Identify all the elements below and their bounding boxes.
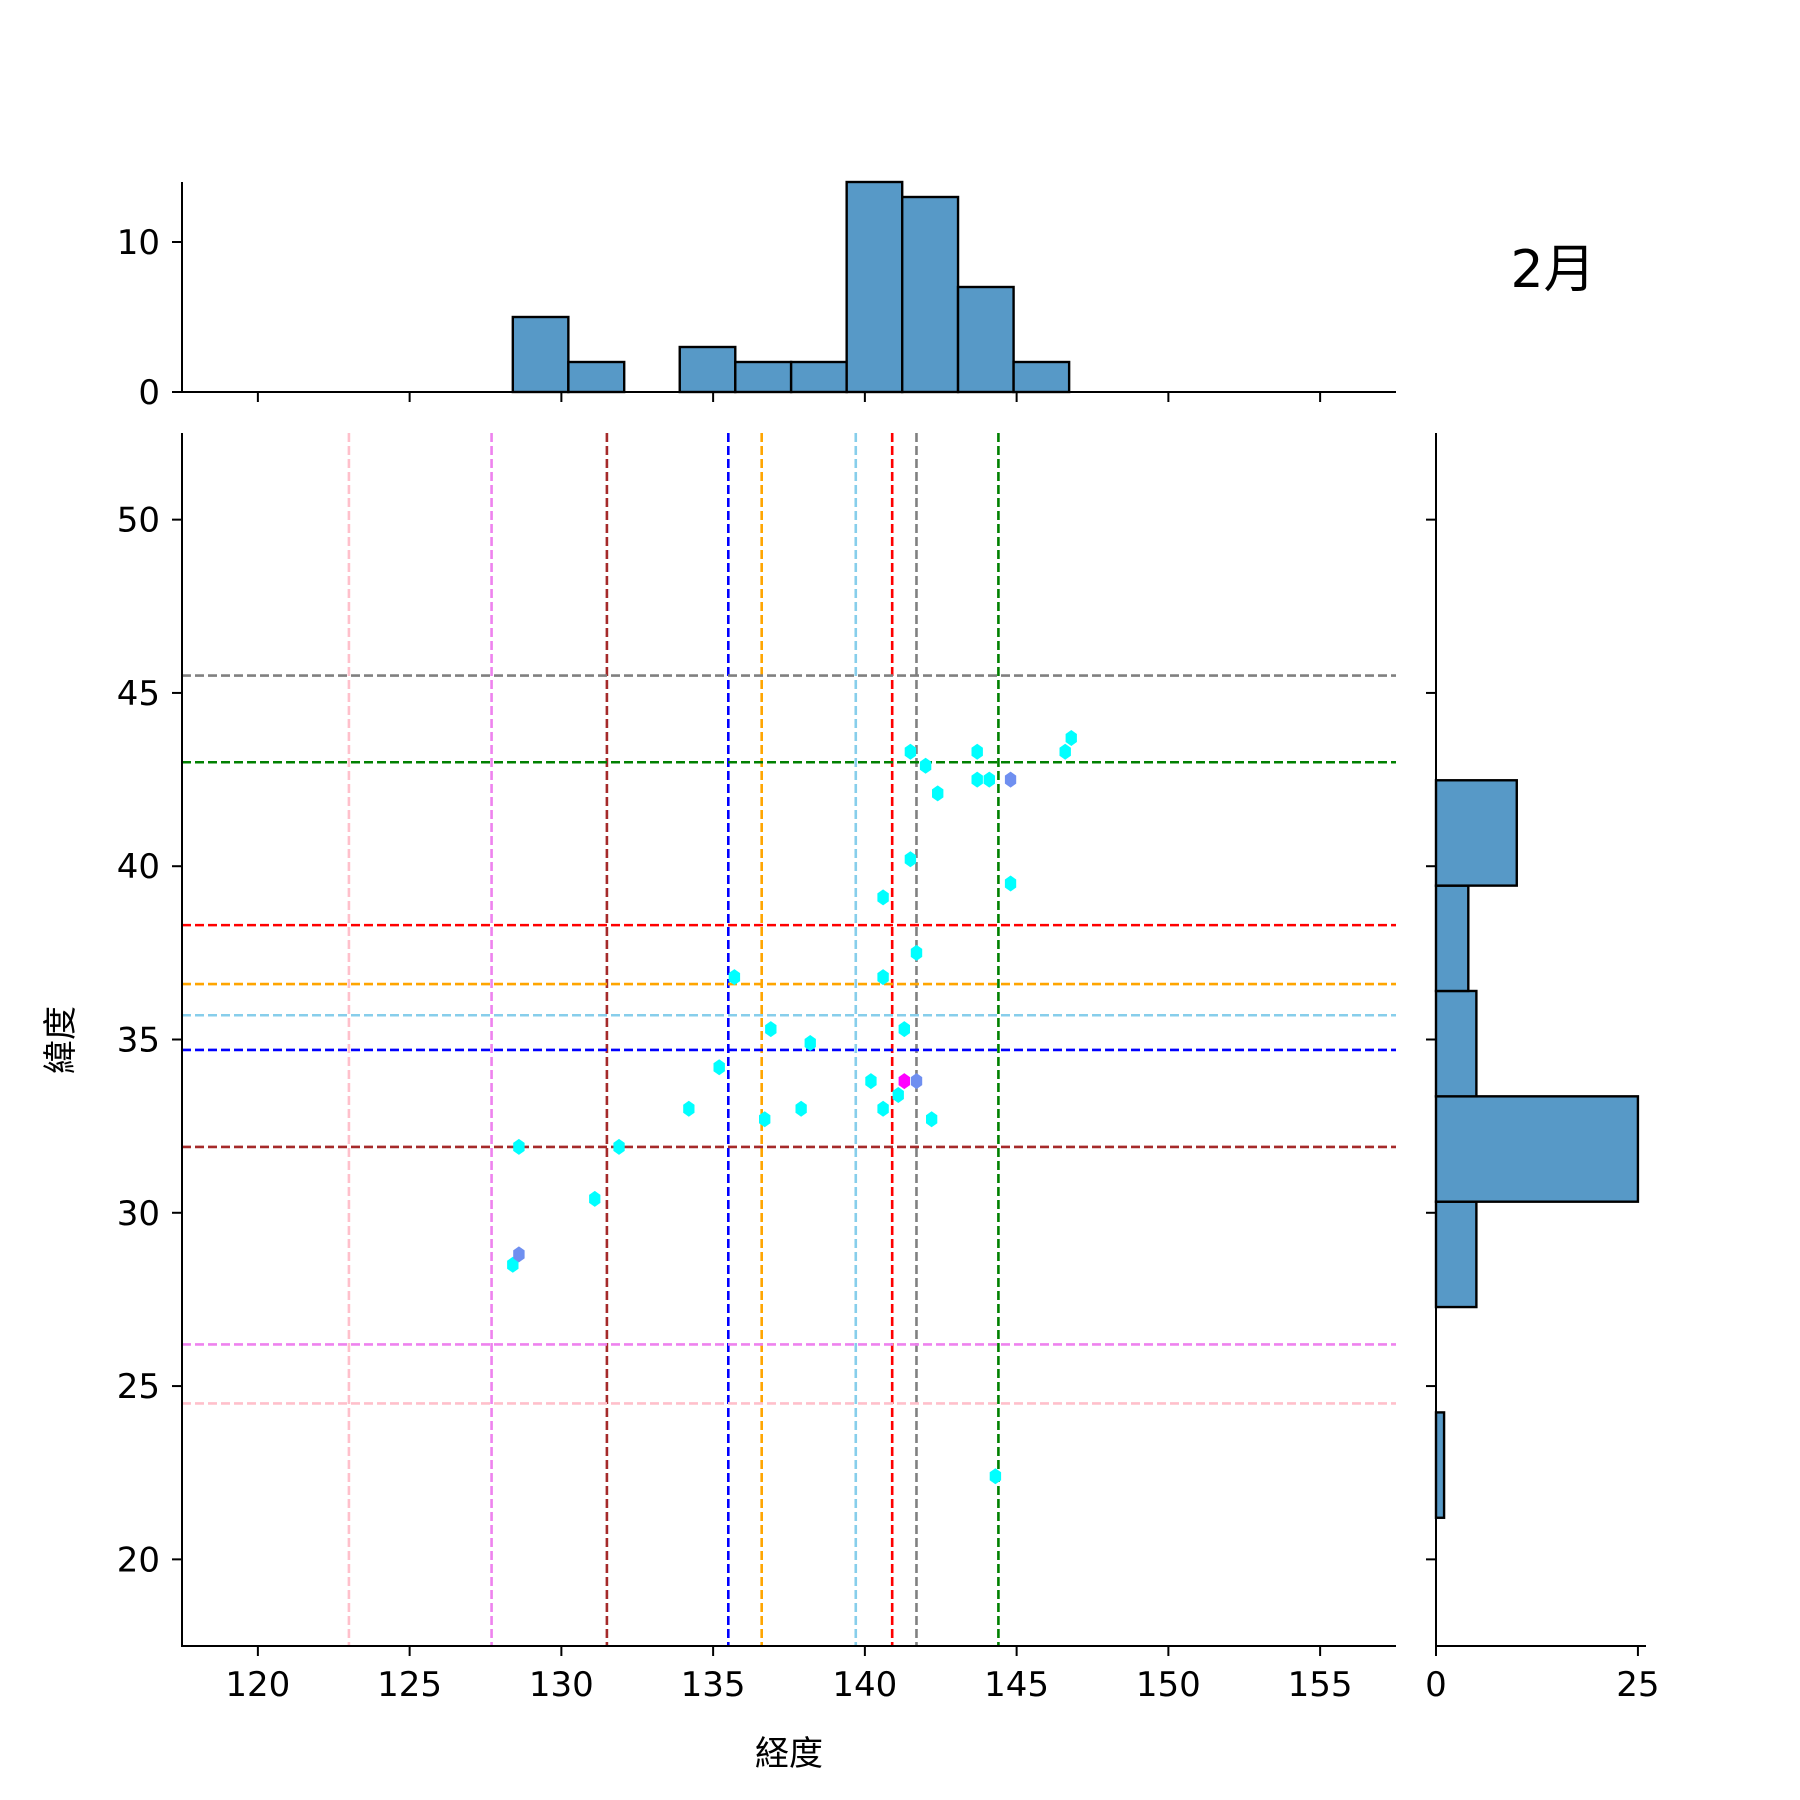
scatter-point (865, 1073, 877, 1090)
scatter-point (910, 944, 923, 961)
x-tick-label: 145 (984, 1665, 1049, 1705)
y-axis-label: 緯度 (41, 1006, 81, 1074)
scatter-point (877, 969, 889, 986)
right-hist-bar (1434, 1411, 1446, 1519)
scatter-point (910, 1073, 923, 1090)
x-tick-label: 125 (377, 1665, 442, 1705)
scatter-point (1065, 730, 1077, 746)
y-tick-label: 45 (117, 674, 160, 714)
x-tick-label: 135 (681, 1665, 746, 1705)
scatter-point (926, 1111, 938, 1128)
top-hist-y-tick-label: 0 (138, 373, 160, 413)
y-tick-label: 35 (117, 1021, 160, 1061)
y-tick-label: 40 (117, 847, 160, 887)
x-tick-label: 150 (1136, 1665, 1201, 1705)
scatter-point (795, 1100, 807, 1117)
scatter-point (683, 1100, 695, 1117)
scatter-point (759, 1111, 771, 1128)
right-hist-bar (1434, 1095, 1640, 1203)
top-hist-bar (789, 360, 848, 394)
scatter-point (877, 889, 889, 906)
scatter-point (765, 1021, 777, 1038)
top-hist-bar (734, 360, 793, 394)
right-hist-bar (1434, 989, 1478, 1098)
scatter-point (932, 785, 944, 802)
scatter-point (1059, 743, 1071, 760)
right-hist-bar (1434, 1200, 1478, 1309)
top-histogram: 0 10 (117, 180, 1396, 413)
x-tick-label: 155 (1288, 1665, 1353, 1705)
chart-title: 2月 (1510, 240, 1595, 300)
y-tick-label: 20 (117, 1540, 160, 1580)
right-histogram: 0 25 (1425, 433, 1660, 1705)
top-hist-bar (511, 315, 570, 394)
top-hist-bar (845, 180, 904, 394)
scatter-point (971, 771, 983, 788)
top-hist-y-tick-label: 10 (117, 223, 160, 263)
x-axis-label: 経度 (755, 1734, 823, 1774)
top-hist-bar (956, 285, 1015, 394)
scatter-point (919, 757, 932, 774)
scatter-point (898, 1021, 910, 1038)
right-hist-bar (1434, 779, 1518, 887)
top-hist-bar (678, 345, 737, 394)
scatter-point (804, 1035, 816, 1051)
scatter-point (613, 1138, 625, 1155)
top-hist-bar (901, 195, 960, 394)
scatter-point (904, 743, 917, 760)
scatter-point (892, 1087, 904, 1103)
main-scatter: 120 125 130 135 140 145 150 155 20253035404550 … (41, 433, 1396, 1774)
y-tick-label: 30 (117, 1194, 160, 1234)
scatter-point (877, 1100, 889, 1117)
y-tick-label: 25 (117, 1367, 160, 1407)
scatter-point (983, 771, 995, 788)
scatter-point (904, 851, 917, 868)
right-hist-x-tick-label: 25 (1616, 1665, 1659, 1705)
scatter-point (1004, 771, 1017, 788)
top-hist-bar (567, 360, 626, 394)
scatter-point (898, 1073, 910, 1090)
scatter-point (513, 1138, 525, 1155)
scatter-point (513, 1246, 525, 1263)
scatter-point (713, 1059, 725, 1076)
scatter-point (507, 1256, 519, 1273)
scatter-point (989, 1468, 1002, 1485)
scatter-point (589, 1190, 601, 1207)
scatter-point (971, 743, 983, 760)
right-hist-x-tick-label: 0 (1425, 1665, 1447, 1705)
scatter-point (728, 969, 741, 986)
x-tick-label: 140 (832, 1665, 897, 1705)
x-tick-label: 120 (225, 1665, 290, 1705)
right-hist-bar (1434, 884, 1470, 993)
x-tick-label: 130 (529, 1665, 594, 1705)
y-tick-label: 50 (117, 501, 160, 541)
scatter-point (1004, 875, 1017, 892)
top-hist-bar (1012, 360, 1071, 394)
